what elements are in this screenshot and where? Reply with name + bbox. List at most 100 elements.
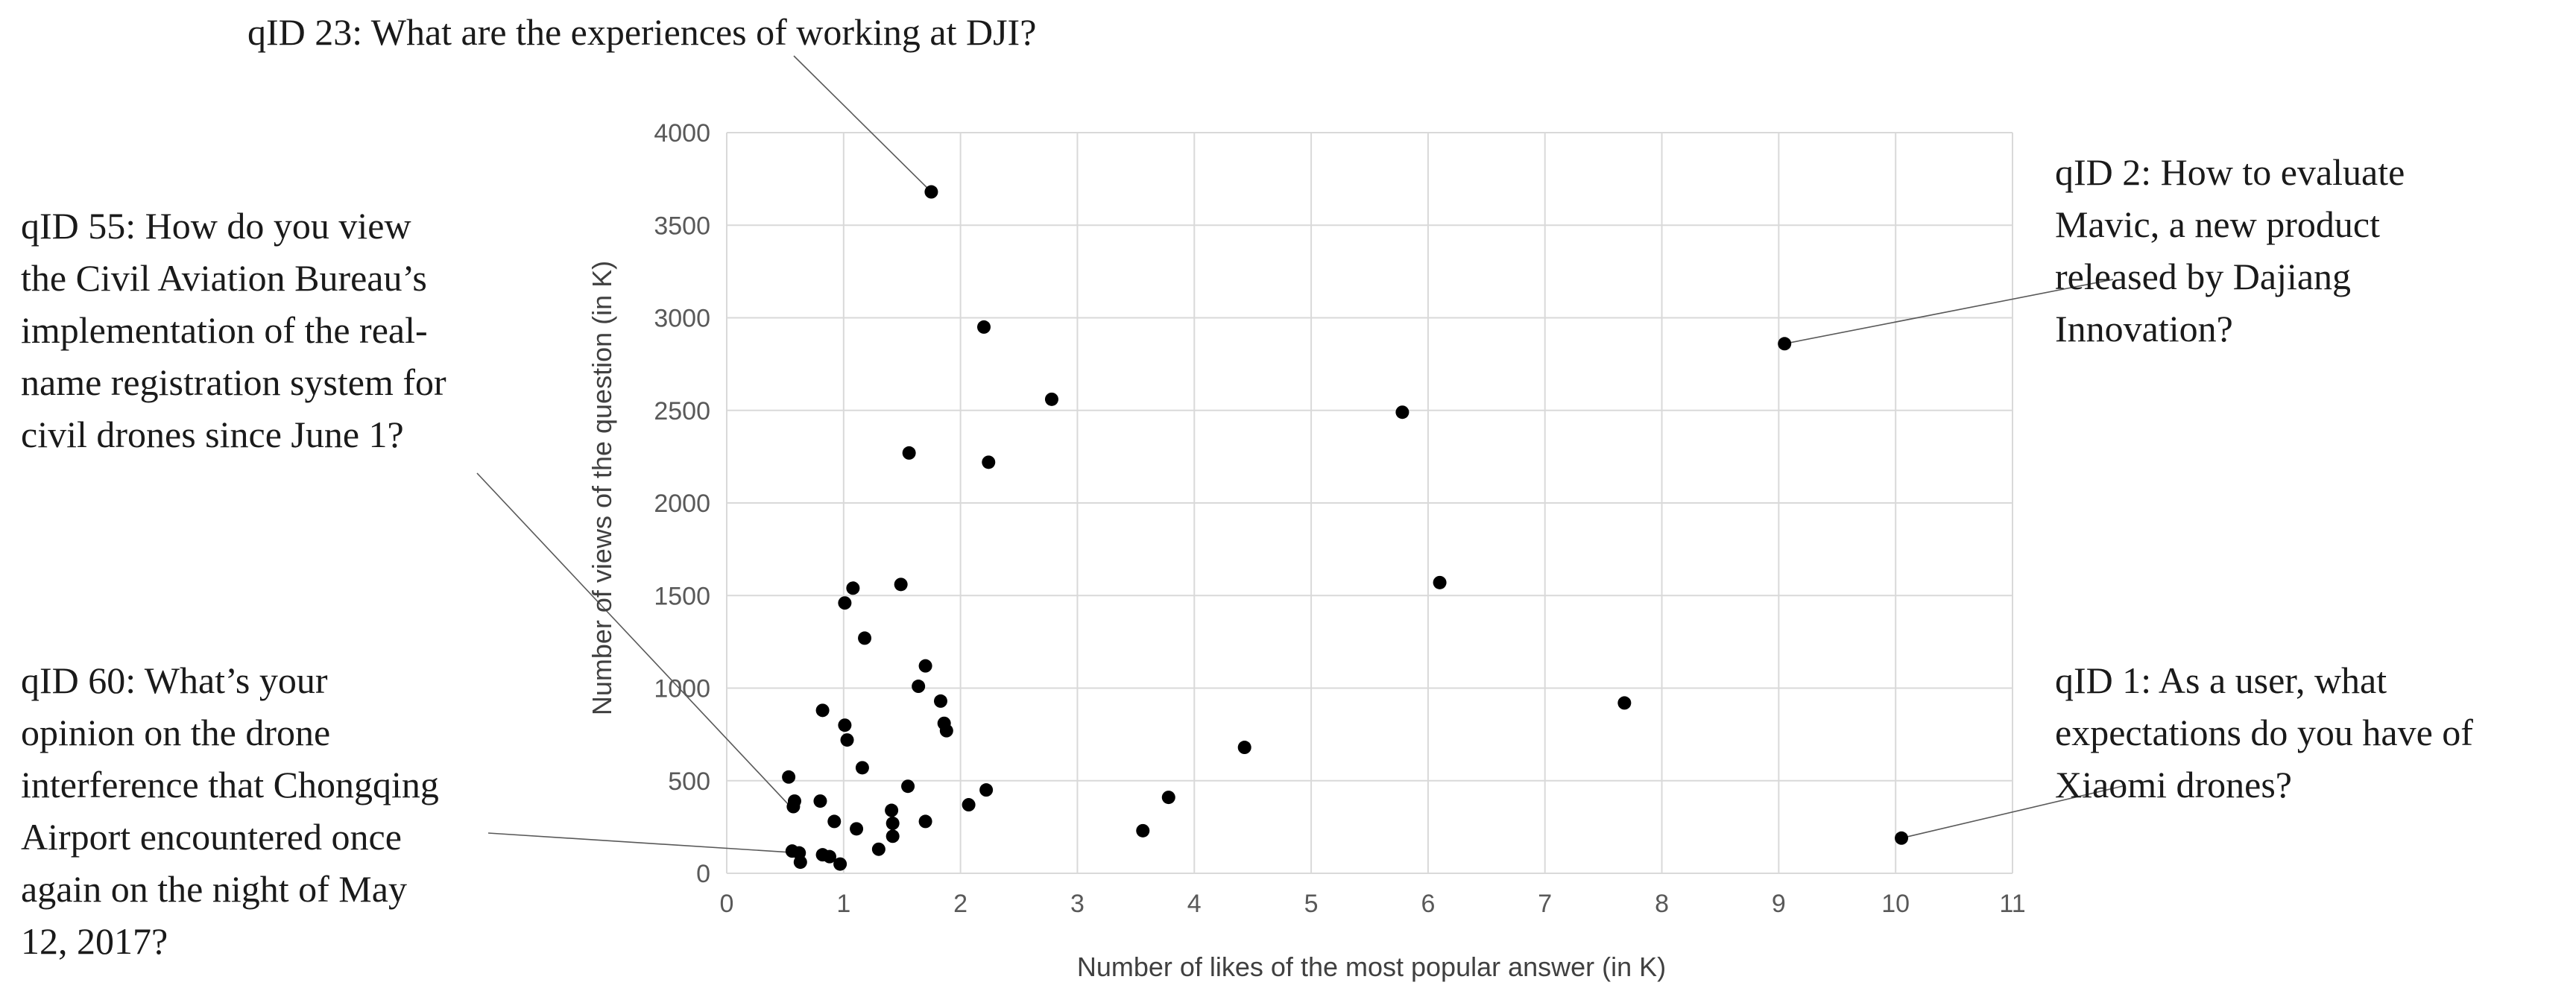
data-point — [886, 816, 900, 830]
data-point — [1237, 741, 1251, 755]
data-points — [782, 185, 1909, 871]
x-tick-labels: 0 1 2 3 4 5 6 7 8 9 10 11 — [720, 890, 2026, 918]
data-point — [827, 814, 842, 829]
data-point — [1433, 575, 1447, 589]
y-tick-label: 2500 — [654, 397, 710, 425]
data-point — [962, 798, 976, 812]
annotation-line: civil drones since June 1? — [21, 414, 404, 455]
x-tick-label: 0 — [720, 890, 734, 918]
y-tick-label: 3000 — [654, 305, 710, 333]
annotation-text: qID 1: As a user, what expectations do yo… — [2055, 659, 2473, 805]
annotation-line: again on the night of May — [21, 868, 407, 910]
data-point — [894, 577, 908, 592]
data-point — [858, 631, 872, 645]
y-tick-label: 3500 — [654, 212, 710, 240]
data-point — [838, 596, 852, 610]
annotation-line: Airport encountered once — [21, 816, 402, 858]
x-tick-label: 1 — [836, 890, 850, 918]
annotation-line: implementation of the real- — [21, 309, 428, 351]
x-tick-label: 10 — [1881, 890, 1910, 918]
x-tick-label: 6 — [1421, 890, 1435, 918]
x-tick-label: 11 — [1999, 890, 2025, 918]
x-tick-label: 5 — [1304, 890, 1319, 918]
annotation-line: name registration system for — [21, 361, 446, 403]
annotation-line: expectations do you have of — [2055, 712, 2473, 753]
annotation-line: released by Dajiang — [2055, 256, 2351, 297]
y-tick-label: 0 — [696, 860, 710, 888]
y-tick-label: 4000 — [654, 119, 710, 148]
x-tick-label: 3 — [1070, 890, 1085, 918]
x-tick-label: 7 — [1538, 890, 1552, 918]
data-point — [918, 814, 932, 829]
data-point — [823, 849, 836, 864]
data-point — [924, 185, 938, 199]
y-tick-labels: 0 500 1000 1500 2000 2500 3000 3500 4000 — [654, 119, 710, 888]
x-tick-label: 2 — [953, 890, 967, 918]
annotation-leader-line — [1784, 279, 2114, 345]
data-point — [885, 803, 899, 817]
annotation-line: interference that Chongqing — [21, 764, 439, 805]
data-point — [813, 794, 827, 808]
annotations: qID 23: What are the experiences of work… — [21, 11, 2473, 962]
annotation-line: opinion on the drone — [21, 712, 330, 753]
annotation-text: qID 60: What’s your opinion on the drone i… — [21, 659, 439, 962]
data-point — [886, 829, 900, 843]
data-point — [793, 855, 807, 870]
annotation-leader-line — [793, 55, 932, 193]
data-point — [902, 446, 916, 460]
data-point — [1136, 823, 1150, 838]
annotation-line: qID 1: As a user, what — [2055, 659, 2387, 701]
annotation-text: qID 55: How do you view the Civil Aviatio… — [21, 205, 446, 455]
annotation-text: qID 2: How to evaluate Mavic, a new produ… — [2055, 151, 2405, 349]
x-tick-label: 8 — [1655, 890, 1669, 918]
data-point — [979, 783, 994, 797]
data-point — [1161, 791, 1175, 805]
annotation-line: qID 55: How do you view — [21, 205, 411, 247]
data-point — [982, 455, 996, 469]
data-point — [1617, 696, 1632, 710]
y-axis-title: Number of views of the question (in K) — [587, 261, 617, 715]
data-point — [871, 842, 886, 856]
data-point — [1895, 831, 1909, 845]
gridlines — [726, 132, 2013, 874]
data-point — [1395, 405, 1409, 420]
x-tick-label: 4 — [1187, 890, 1202, 918]
data-point — [850, 822, 864, 836]
data-point — [939, 724, 953, 738]
annotation-line: qID 23: What are the experiences of work… — [247, 11, 1036, 53]
data-point — [1778, 337, 1792, 351]
annotation-line: Innovation? — [2055, 308, 2233, 349]
annotation-leader-line — [487, 832, 800, 854]
annotation-leader-line — [1901, 785, 2124, 839]
annotation-line: Xiaomi drones? — [2055, 764, 2292, 805]
data-point — [840, 733, 854, 747]
annotation-line: 12, 2017? — [21, 920, 168, 962]
annotation-text: qID 23: What are the experiences of work… — [247, 11, 1036, 53]
annotation-line: qID 2: How to evaluate — [2055, 151, 2405, 193]
x-axis-title: Number of likes of the most popular answ… — [1077, 952, 1666, 982]
data-point — [918, 659, 932, 673]
annotation-line: Mavic, a new product — [2055, 203, 2380, 245]
data-point — [838, 718, 852, 732]
y-tick-label: 1500 — [654, 582, 710, 610]
annotation-line: qID 60: What’s your — [21, 659, 328, 701]
data-point — [901, 779, 915, 794]
y-tick-label: 1000 — [654, 675, 710, 703]
data-point — [846, 581, 860, 595]
annotation-leader-lines — [476, 55, 2124, 854]
data-point — [933, 694, 947, 708]
annotation-leader-line — [476, 472, 789, 805]
data-point — [833, 857, 847, 871]
data-point — [815, 703, 830, 718]
y-tick-label: 500 — [668, 767, 710, 796]
data-point — [977, 320, 991, 334]
y-tick-label: 2000 — [654, 490, 710, 518]
x-tick-label: 9 — [1772, 890, 1786, 918]
data-point — [855, 761, 869, 775]
data-point — [1044, 392, 1058, 406]
data-point — [782, 770, 796, 784]
data-point — [912, 680, 926, 694]
data-point — [786, 800, 801, 814]
annotation-line: the Civil Aviation Bureau’s — [21, 257, 427, 299]
